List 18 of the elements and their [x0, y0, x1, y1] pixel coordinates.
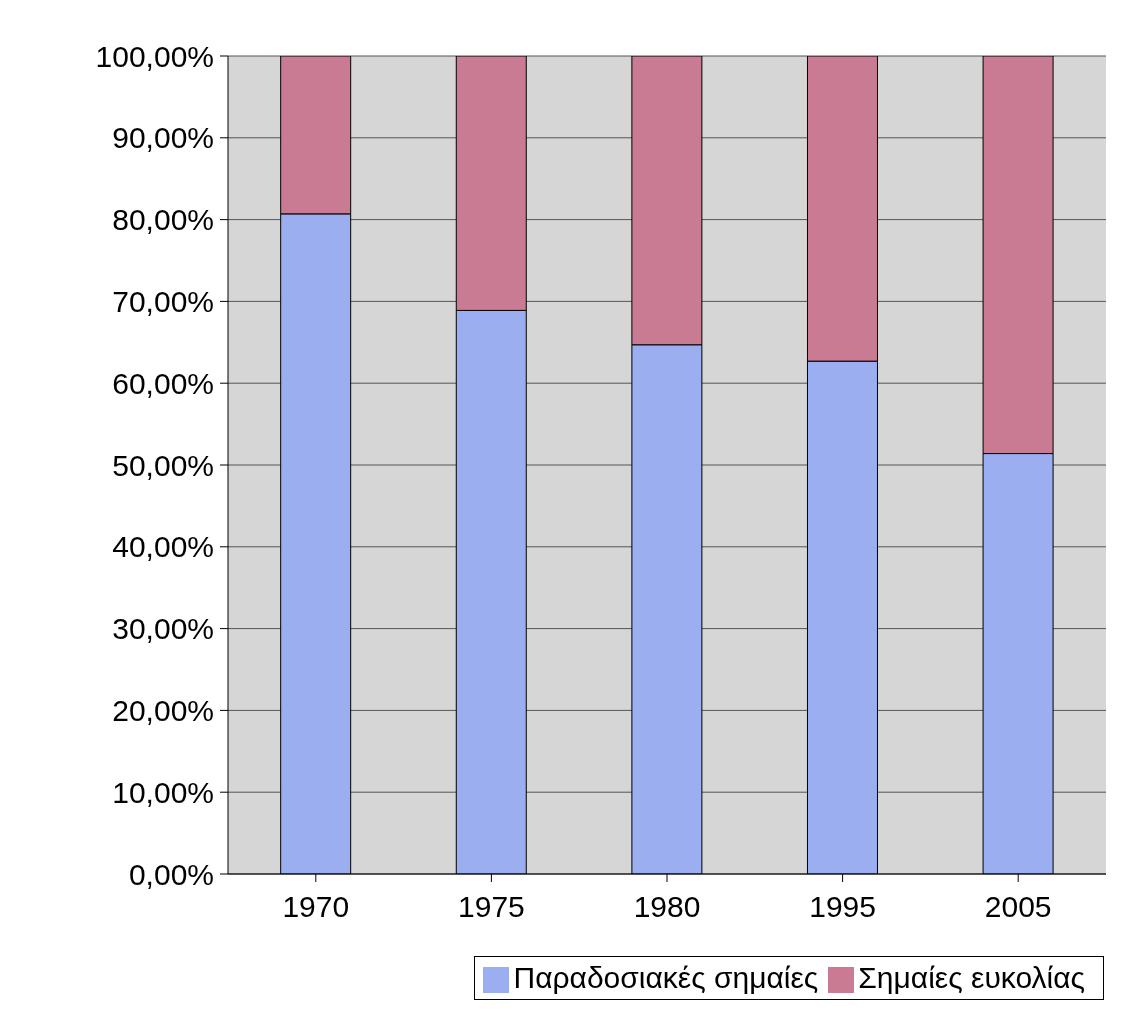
- x-tick-label: 1975: [458, 890, 525, 924]
- y-tick-label: 40,00%: [112, 530, 214, 564]
- legend-label: Παραδοσιακές σημαίες: [513, 961, 819, 994]
- x-tick-label: 1970: [282, 890, 350, 924]
- y-tick-label: 60,00%: [112, 366, 214, 400]
- y-tick-label: 70,00%: [112, 285, 214, 319]
- y-tick-label: 0,00%: [128, 857, 214, 891]
- y-tick-label: 80,00%: [112, 203, 214, 237]
- y-tick-label: 10,00%: [112, 775, 214, 809]
- x-tick-label: 2005: [984, 890, 1052, 924]
- legend-label: Σημαίες ευκολίας: [858, 961, 1085, 994]
- y-tick-label: 50,00%: [112, 448, 214, 482]
- y-tick-label: 90,00%: [112, 121, 214, 155]
- y-tick-label: 20,00%: [112, 694, 214, 728]
- x-tick-label: 1995: [809, 890, 876, 924]
- y-tick-label: 30,00%: [112, 612, 214, 646]
- y-tick-label: 100,00%: [95, 39, 214, 73]
- x-tick-label: 1980: [633, 890, 701, 924]
